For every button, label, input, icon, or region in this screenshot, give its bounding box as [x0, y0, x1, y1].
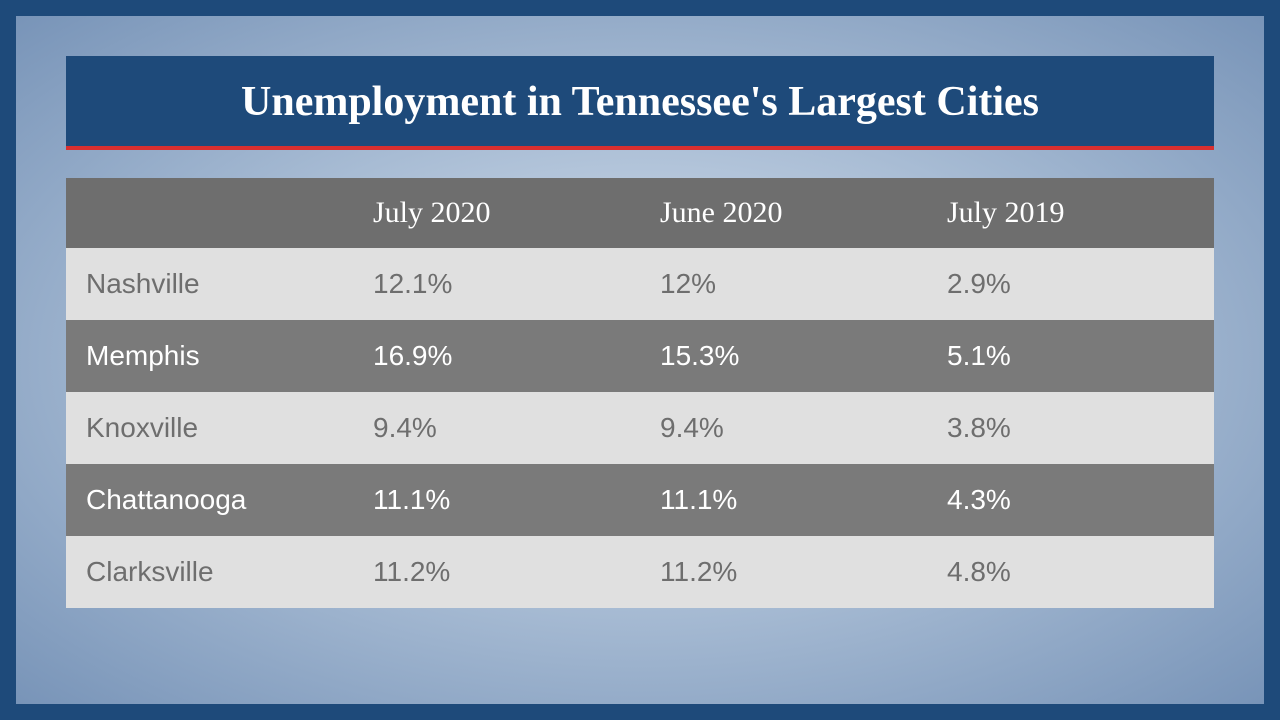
outer-frame: Unemployment in Tennessee's Largest Citi…	[0, 0, 1280, 720]
city-cell: Clarksville	[66, 536, 353, 608]
page-title: Unemployment in Tennessee's Largest Citi…	[66, 56, 1214, 150]
col-header-jul2019: July 2019	[927, 178, 1214, 248]
inner-panel: Unemployment in Tennessee's Largest Citi…	[16, 16, 1264, 704]
value-cell: 2.9%	[927, 248, 1214, 320]
city-cell: Memphis	[66, 320, 353, 392]
table-header-row: July 2020 June 2020 July 2019	[66, 178, 1214, 248]
value-cell: 9.4%	[640, 392, 927, 464]
unemployment-table: July 2020 June 2020 July 2019 Nashville …	[66, 178, 1214, 608]
table-row: Knoxville 9.4% 9.4% 3.8%	[66, 392, 1214, 464]
col-header-jul2020: July 2020	[353, 178, 640, 248]
city-cell: Nashville	[66, 248, 353, 320]
table-row: Nashville 12.1% 12% 2.9%	[66, 248, 1214, 320]
value-cell: 15.3%	[640, 320, 927, 392]
city-cell: Knoxville	[66, 392, 353, 464]
value-cell: 11.1%	[353, 464, 640, 536]
city-cell: Chattanooga	[66, 464, 353, 536]
col-header-jun2020: June 2020	[640, 178, 927, 248]
value-cell: 12.1%	[353, 248, 640, 320]
value-cell: 3.8%	[927, 392, 1214, 464]
col-header-blank	[66, 178, 353, 248]
value-cell: 11.1%	[640, 464, 927, 536]
value-cell: 9.4%	[353, 392, 640, 464]
value-cell: 11.2%	[353, 536, 640, 608]
value-cell: 5.1%	[927, 320, 1214, 392]
value-cell: 16.9%	[353, 320, 640, 392]
table-row: Memphis 16.9% 15.3% 5.1%	[66, 320, 1214, 392]
table-row: Chattanooga 11.1% 11.1% 4.3%	[66, 464, 1214, 536]
value-cell: 11.2%	[640, 536, 927, 608]
value-cell: 4.3%	[927, 464, 1214, 536]
value-cell: 12%	[640, 248, 927, 320]
table-row: Clarksville 11.2% 11.2% 4.8%	[66, 536, 1214, 608]
value-cell: 4.8%	[927, 536, 1214, 608]
